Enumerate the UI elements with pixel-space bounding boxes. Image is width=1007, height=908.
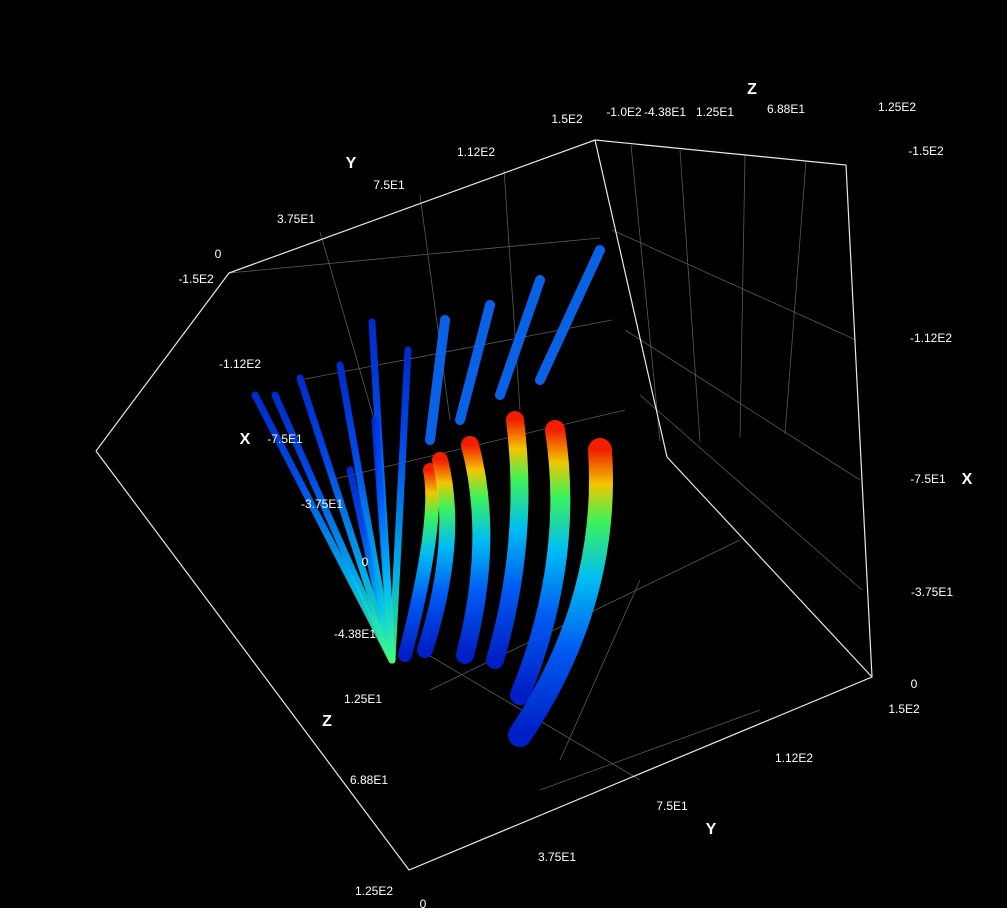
axis-title: Z bbox=[747, 81, 757, 98]
grid-line bbox=[739, 154, 746, 438]
streak bbox=[388, 346, 412, 664]
grid-line bbox=[419, 194, 451, 421]
grid-line bbox=[228, 237, 601, 274]
grid-line bbox=[679, 149, 701, 443]
streak bbox=[296, 374, 396, 664]
tick-label: -7.5E1 bbox=[910, 472, 946, 486]
tick-label: 6.88E1 bbox=[350, 773, 388, 787]
streak bbox=[535, 245, 605, 385]
grid-line bbox=[559, 579, 641, 761]
density-band bbox=[456, 436, 491, 664]
axis-title: Z bbox=[322, 713, 332, 730]
grid-line bbox=[784, 160, 807, 435]
tick-label: -3.75E1 bbox=[301, 497, 343, 511]
tick-label: 6.88E1 bbox=[767, 102, 805, 116]
streak bbox=[455, 300, 495, 425]
tick-label: 1.12E2 bbox=[775, 751, 813, 765]
grid-line bbox=[639, 394, 863, 591]
tick-label: -3.75E1 bbox=[911, 585, 953, 599]
tick-label: 1.12E2 bbox=[457, 145, 495, 159]
tick-label: -1.0E2 bbox=[606, 105, 642, 119]
grid-line bbox=[630, 144, 661, 442]
axis-title: Y bbox=[706, 821, 717, 838]
tick-label: -4.38E1 bbox=[644, 105, 686, 119]
grid-line bbox=[539, 709, 761, 791]
axis-labels: Z1.5E2 -1.0E2 -4.38E1 1.25E1 6.88E1 1.25E2Y1.… bbox=[178, 81, 972, 908]
tick-label: 3.75E1 bbox=[277, 212, 315, 226]
axis-title: X bbox=[240, 431, 251, 448]
tick-label: -4.38E1 bbox=[334, 627, 376, 641]
tick-label: 0 bbox=[911, 677, 918, 691]
density-band bbox=[417, 452, 456, 658]
tick-label: 0 bbox=[215, 247, 222, 261]
tick-label: 1.25E1 bbox=[696, 105, 734, 119]
streak bbox=[271, 391, 396, 664]
tick-label: 1.25E2 bbox=[355, 884, 393, 898]
tick-label: 0 bbox=[420, 897, 427, 908]
streak bbox=[371, 416, 396, 664]
grid-line bbox=[624, 329, 861, 481]
bounding-box bbox=[95, 139, 873, 871]
tick-label: 1.25E2 bbox=[878, 100, 916, 114]
tick-label: -1.5E2 bbox=[908, 144, 944, 158]
axis-title: Y bbox=[346, 155, 357, 172]
point-cloud bbox=[251, 245, 613, 747]
density-band bbox=[510, 420, 571, 705]
tick-label: 1.5E2 bbox=[888, 702, 920, 716]
tick-label: -1.12E2 bbox=[910, 331, 952, 345]
tick-label: 7.5E1 bbox=[373, 178, 405, 192]
grid-line bbox=[503, 169, 521, 411]
tick-label: -1.5E2 bbox=[178, 272, 214, 286]
streak bbox=[425, 315, 450, 445]
tick-label: -7.5E1 bbox=[267, 432, 303, 446]
grid-line bbox=[611, 229, 857, 341]
density-band bbox=[398, 463, 440, 662]
density-band bbox=[486, 411, 529, 669]
tick-label: 0 bbox=[362, 555, 369, 569]
tick-label: 1.25E1 bbox=[344, 692, 382, 706]
streak bbox=[495, 275, 545, 400]
tick-label: 7.5E1 bbox=[656, 799, 688, 813]
tick-label: 3.75E1 bbox=[538, 850, 576, 864]
density-band bbox=[508, 438, 613, 747]
grid-line bbox=[319, 231, 381, 441]
axis-title: X bbox=[962, 471, 973, 488]
tick-label: 1.5E2 bbox=[551, 112, 583, 126]
tick-label: -1.12E2 bbox=[219, 357, 261, 371]
streak bbox=[346, 466, 396, 664]
